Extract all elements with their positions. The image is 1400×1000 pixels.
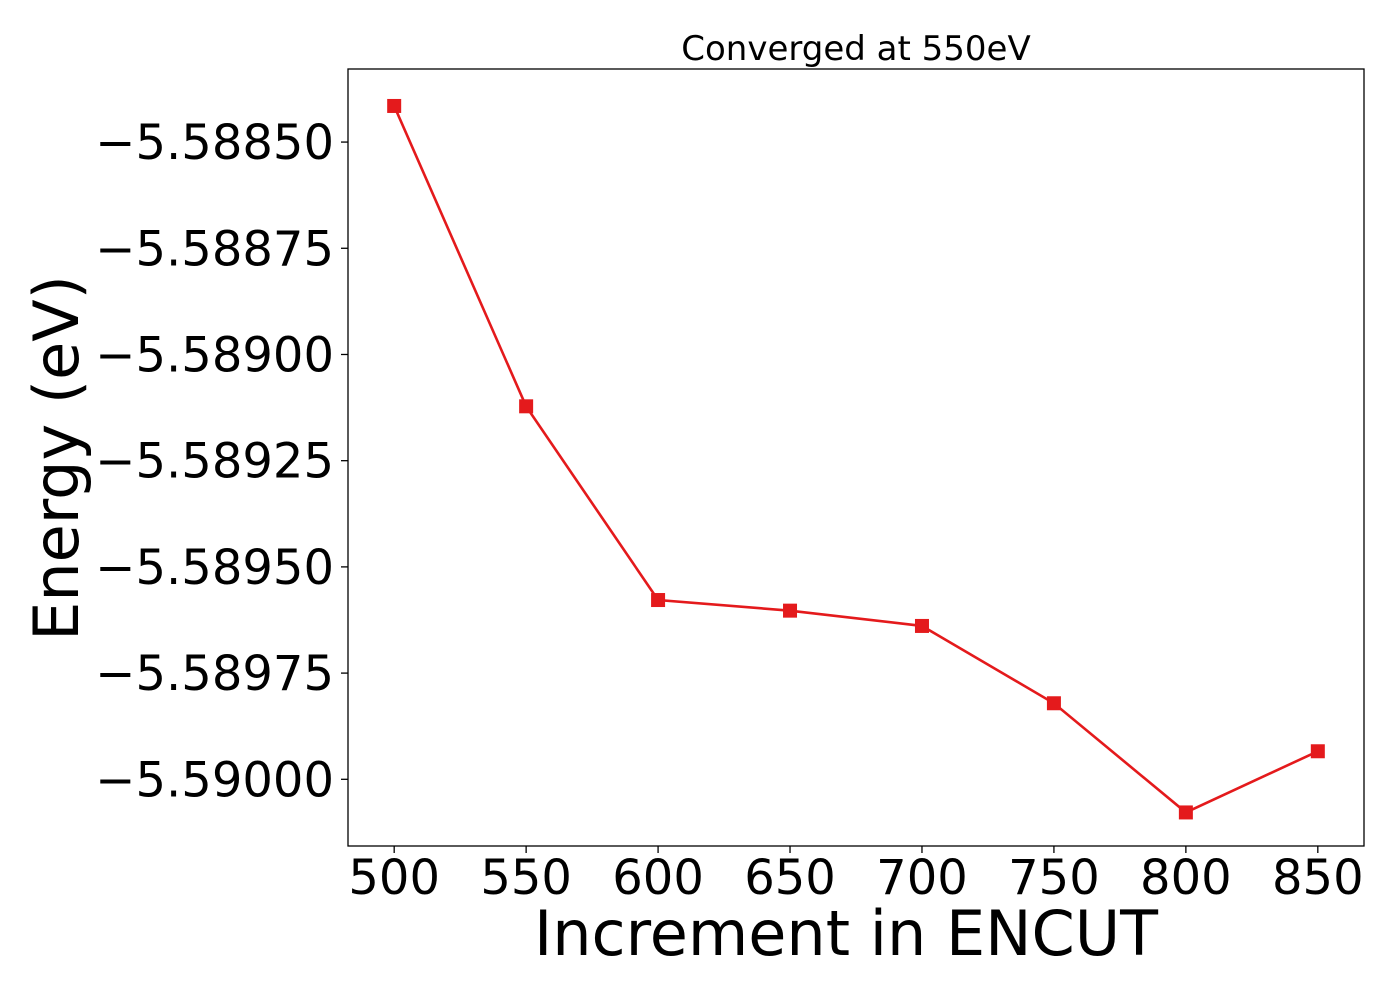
x-tick-label: 700 <box>876 850 968 906</box>
x-tick-label: 500 <box>348 850 440 906</box>
data-point-marker <box>519 399 534 414</box>
data-point-marker <box>1178 805 1193 820</box>
y-tick-label: −5.58975 <box>95 646 334 702</box>
chart-title: Converged at 550eV <box>681 29 1030 69</box>
y-tick-label: −5.58900 <box>95 327 334 383</box>
data-point-marker <box>1046 696 1061 711</box>
x-tick-label: 800 <box>1140 850 1232 906</box>
series-line <box>392 105 1319 814</box>
data-point-marker <box>914 618 929 633</box>
data-point-marker <box>651 593 666 608</box>
x-tick-label: 600 <box>612 850 704 906</box>
data-point-marker <box>1310 744 1325 759</box>
x-axis-title: Increment in ENCUT <box>534 897 1159 970</box>
y-tick-label: −5.58950 <box>95 540 334 596</box>
x-tick-label: 650 <box>744 850 836 906</box>
y-tick-label: −5.58875 <box>95 221 334 277</box>
x-tick-label: 850 <box>1272 850 1364 906</box>
y-tick-label: −5.59000 <box>95 752 334 808</box>
data-point-marker <box>387 98 402 113</box>
data-series <box>387 98 1325 820</box>
x-axis-ticks: 500 550 600 650 700 750 800 850 <box>348 846 1364 906</box>
y-axis-ticks: −5.58850 −5.58875 −5.58900 −5.58925 −5.58950… <box>95 115 348 808</box>
x-tick-label: 550 <box>480 850 572 906</box>
x-tick-label: 750 <box>1008 850 1100 906</box>
data-point-marker <box>783 603 798 618</box>
y-tick-label: −5.58925 <box>95 434 334 490</box>
y-axis-title: Energy (eV) <box>20 275 93 641</box>
y-tick-label: −5.58850 <box>95 115 334 171</box>
plot-frame <box>347 68 1365 847</box>
